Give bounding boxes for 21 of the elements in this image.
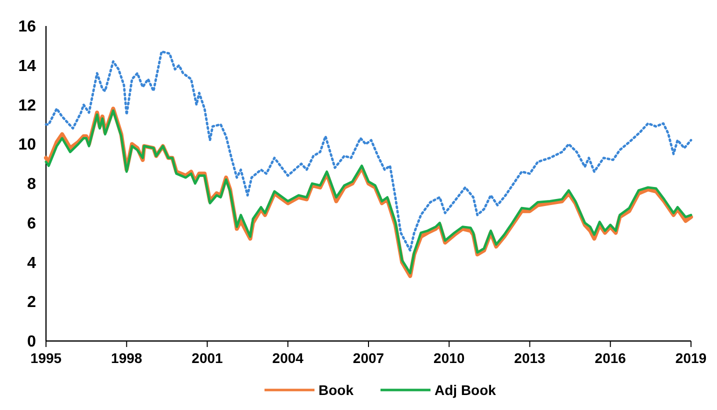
- y-tick-label: 0: [27, 334, 36, 351]
- y-tick-label: 6: [27, 215, 36, 232]
- y-tick-label: 16: [18, 18, 36, 36]
- y-tick-label: 10: [18, 136, 36, 154]
- x-tick-label: 1995: [30, 350, 62, 366]
- legend-label: Adj Book: [434, 382, 496, 398]
- x-tick-label: 2010: [434, 350, 465, 366]
- y-tick-label: 8: [27, 176, 36, 194]
- x-tick-label: 2016: [594, 350, 626, 366]
- x-tick-label: 2013: [514, 350, 546, 366]
- legend-label: Book: [318, 382, 354, 398]
- x-tick-label: 2001: [192, 350, 224, 366]
- x-tick-label: 2007: [352, 350, 384, 366]
- y-tick-label: 12: [18, 97, 36, 114]
- y-tick-label: 4: [27, 254, 36, 272]
- y-tick-label: 14: [18, 58, 36, 75]
- x-tick-label: 2004: [272, 350, 304, 366]
- x-tick-label: 2019: [675, 350, 707, 366]
- x-tick-label: 1998: [111, 350, 142, 366]
- line-series: [44, 50, 692, 252]
- y-tick-label: 2: [27, 294, 36, 312]
